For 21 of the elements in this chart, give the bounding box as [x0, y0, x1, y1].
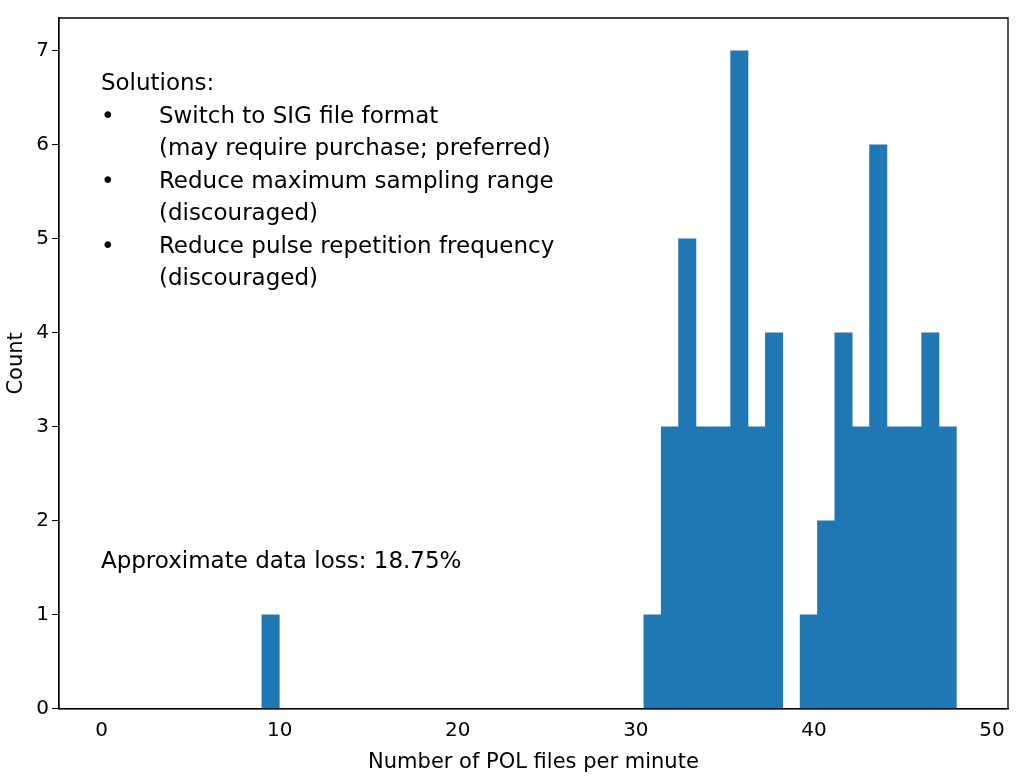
y-tick-label: 7	[36, 37, 49, 62]
y-tick-label: 1	[36, 601, 49, 626]
text: • Reduce maximum sampling range (discouraged)	[100, 166, 554, 225]
y-tick-label: 0	[36, 695, 49, 719]
annotation: Approximate data loss: 18.75%	[100, 546, 462, 573]
text: • Switch to SIG file format (may require purchase; preferred)	[100, 101, 551, 160]
x-tick-label: 20	[445, 717, 471, 741]
x-tick-label: 30	[623, 717, 649, 741]
x-tick-label: 10	[267, 717, 293, 741]
x-tick-label: 0	[95, 717, 109, 741]
y-tick-label: 4	[36, 319, 49, 344]
x-tick-label: 50	[979, 717, 1005, 741]
y-tick-label: 2	[36, 507, 49, 532]
x-axis-title: Number of POL files per minute	[368, 748, 699, 773]
y-tick-label: 5	[36, 225, 49, 250]
y-axis-title: Count	[3, 332, 28, 395]
text: • Reduce pulse repetition frequency (discouraged)	[100, 231, 555, 290]
annotation: Solutions:	[100, 69, 215, 95]
x-tick-label: 40	[801, 717, 827, 741]
y-tick-label: 6	[36, 131, 49, 156]
y-tick-label: 3	[36, 413, 49, 438]
